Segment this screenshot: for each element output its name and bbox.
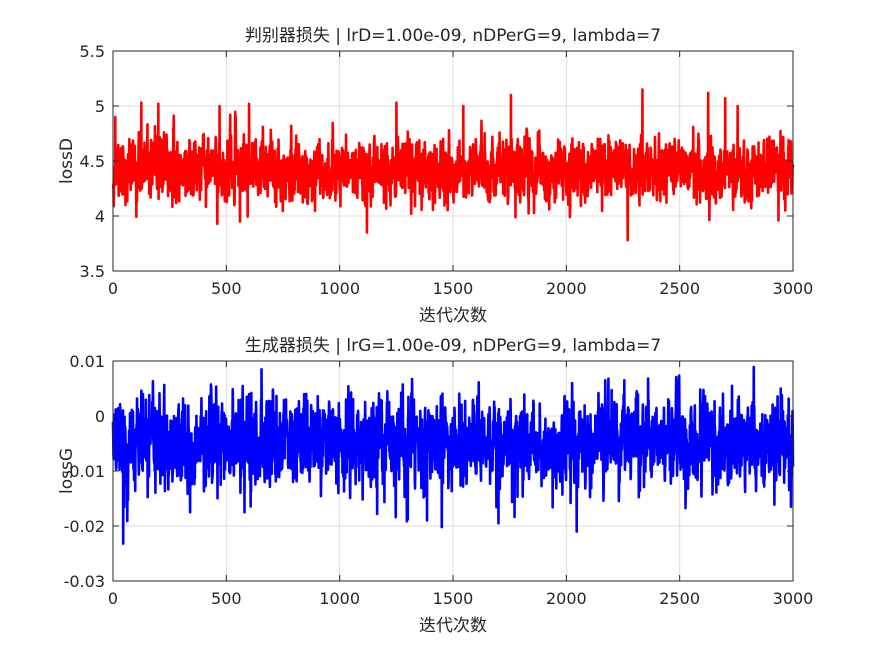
ticks-lossG: 0 500 1000 1500 2000 2500 3000 -0.03 -0.02 -0.01 0… xyxy=(64,352,814,608)
x-tick-label-lossG: 1000 xyxy=(319,589,360,608)
x-tick-label-lossG: 3000 xyxy=(773,589,814,608)
x-tick-label-lossD: 2500 xyxy=(659,279,700,298)
axes-lossD: 0 500 1000 1500 2000 2500 3000 3.5 4 4.5 5 5.5 判别器损… xyxy=(57,26,813,326)
y-tick-label-lossD: 3.5 xyxy=(80,262,105,281)
x-tick-label-lossG: 500 xyxy=(211,589,242,608)
x-tick-label-lossG: 1500 xyxy=(433,589,474,608)
y-tick-label-lossD: 4.5 xyxy=(80,152,105,171)
y-axis-label-lossD: lossD xyxy=(57,138,77,184)
y-axis-label-lossG: lossG xyxy=(57,448,77,494)
x-tick-label-lossG: 2500 xyxy=(659,589,700,608)
series-line-lossG xyxy=(111,365,795,545)
y-tick-label-lossG: -0.03 xyxy=(64,572,105,591)
chart-title-lossD: 判别器损失 | lrD=1.00e-09, nDPerG=9, lambda=7 xyxy=(245,26,661,46)
x-tick-label-lossD: 1000 xyxy=(319,279,360,298)
x-tick-label-lossD: 2000 xyxy=(546,279,587,298)
y-tick-label-lossG: 0 xyxy=(95,407,105,426)
y-tick-label-lossG: -0.02 xyxy=(64,517,105,536)
ticks-lossD: 0 500 1000 1500 2000 2500 3000 3.5 4 4.5 5 5.5 xyxy=(80,42,814,298)
y-tick-label-lossD: 5 xyxy=(95,97,105,116)
y-tick-label-lossD: 5.5 xyxy=(80,42,105,61)
x-axis-label-lossG: 迭代次数 xyxy=(419,616,487,636)
x-axis-label-lossD: 迭代次数 xyxy=(419,306,487,326)
x-tick-label-lossG: 0 xyxy=(108,589,118,608)
y-tick-label-lossD: 4 xyxy=(95,207,105,226)
plot-area-lossG xyxy=(111,365,795,545)
y-tick-label-lossG: 0.01 xyxy=(69,352,105,371)
x-tick-label-lossD: 500 xyxy=(211,279,242,298)
x-tick-label-lossG: 2000 xyxy=(546,589,587,608)
plot-area-lossD xyxy=(111,88,795,242)
x-tick-label-lossD: 1500 xyxy=(433,279,474,298)
axes-lossG: 0 500 1000 1500 2000 2500 3000 -0.03 -0.02 -0.01 0… xyxy=(57,336,813,636)
y-tick-label-lossG: -0.01 xyxy=(64,462,105,481)
x-tick-label-lossD: 0 xyxy=(108,279,118,298)
x-tick-label-lossD: 3000 xyxy=(773,279,814,298)
series-line-lossD xyxy=(111,88,795,242)
chart-title-lossG: 生成器损失 | lrG=1.00e-09, nDPerG=9, lambda=7 xyxy=(245,336,661,356)
